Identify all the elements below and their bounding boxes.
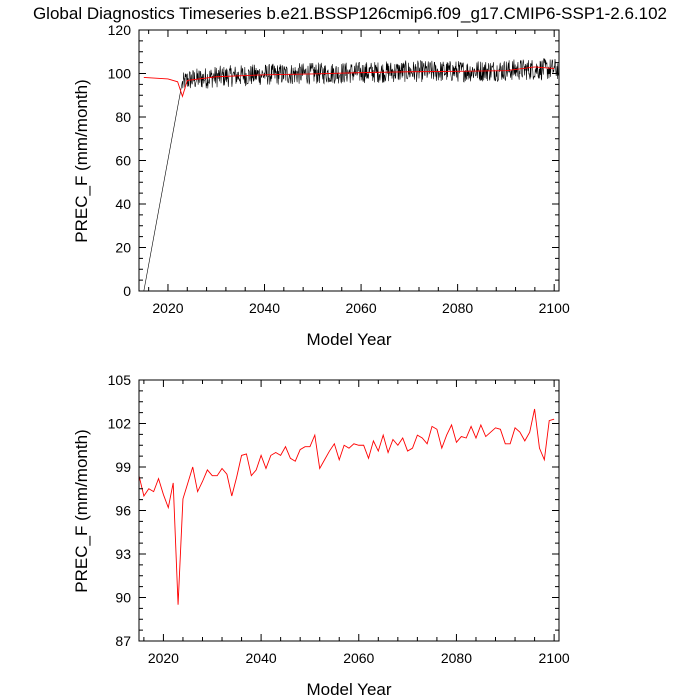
bottom-plot-frame xyxy=(138,379,560,642)
bottom-x-tick-label: 2020 xyxy=(148,650,179,666)
top-plot-frame xyxy=(138,29,560,292)
bottom-x-tick-label: 2100 xyxy=(539,650,570,666)
top-x-tick-label: 2100 xyxy=(539,300,570,316)
bottom-y-tick-label: 87 xyxy=(115,633,131,649)
annual-series-line xyxy=(143,66,555,98)
bottom-x-tick-label: 2080 xyxy=(441,650,472,666)
bottom-x-axis-label: Model Year xyxy=(306,680,391,699)
top-x-tick-label: 2040 xyxy=(249,300,280,316)
top-y-tick-label: 40 xyxy=(115,196,131,212)
top-y-tick-label: 80 xyxy=(115,109,131,125)
bottom-y-tick-label: 96 xyxy=(115,503,131,519)
bottom-y-axis-label: PREC_F (mm/month) xyxy=(72,429,91,592)
monthly-series-line xyxy=(143,58,559,292)
top-y-tick-label: 100 xyxy=(108,66,132,82)
bottom-tick-marks: 2020 2040 2060 2080 2100 87 90 93 96 99 102 105 xyxy=(108,372,570,666)
annual-series-line xyxy=(138,408,555,605)
top-y-tick-label: 0 xyxy=(123,283,131,299)
bottom-y-tick-label: 105 xyxy=(108,372,132,388)
bottom-plot-lines xyxy=(138,408,555,605)
bottom-y-tick-label: 93 xyxy=(115,546,131,562)
bottom-panel: 2020 2040 2060 2080 2100 87 90 93 96 99 102 105 Mod… xyxy=(72,372,570,699)
bottom-x-tick-label: 2040 xyxy=(246,650,277,666)
top-plot-lines xyxy=(143,58,559,292)
top-y-tick-label: 20 xyxy=(115,240,131,256)
bottom-y-tick-label: 90 xyxy=(115,590,131,606)
top-x-tick-label: 2020 xyxy=(152,300,183,316)
top-y-tick-label: 60 xyxy=(115,153,131,169)
bottom-x-tick-label: 2060 xyxy=(343,650,374,666)
figure-title: Global Diagnostics Timeseries b.e21.BSSP… xyxy=(33,4,667,23)
bottom-y-tick-label: 102 xyxy=(108,416,132,432)
top-y-axis-label: PREC_F (mm/month) xyxy=(72,79,91,242)
top-x-axis-label: Model Year xyxy=(306,330,391,349)
top-x-tick-label: 2080 xyxy=(442,300,473,316)
bottom-y-tick-label: 99 xyxy=(115,459,131,475)
top-y-tick-label: 120 xyxy=(108,22,132,38)
top-x-tick-label: 2060 xyxy=(345,300,376,316)
